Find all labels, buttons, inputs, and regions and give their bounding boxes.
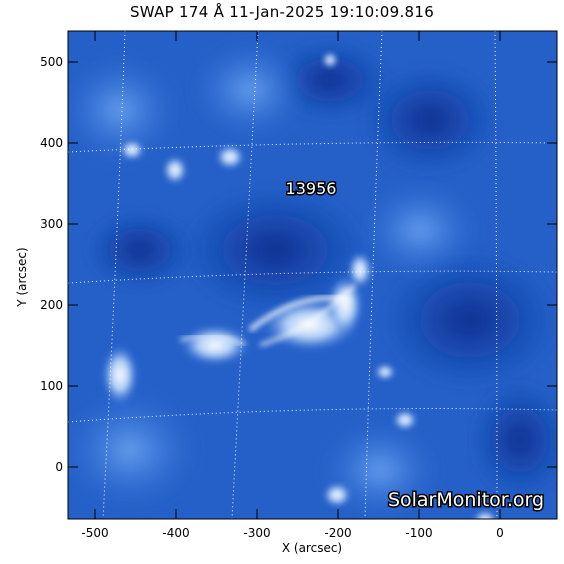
y-axis-label: Y (arcsec) [15,247,29,307]
x-axis-label: X (arcsec) [281,541,343,555]
solar-image [68,31,557,519]
x-tick-label: -500 [81,526,108,540]
figure-title: SWAP 174 Å 11-Jan-2025 19:10:09.816 [129,3,435,21]
x-tick-label: -400 [162,526,189,540]
active-region-label: 13956 [286,179,337,198]
y-tick-label: 500 [40,55,63,69]
y-tick-label: 0 [55,460,63,474]
x-tick-label: -300 [243,526,270,540]
plot-frame [67,30,558,520]
x-tick-label: 0 [496,526,504,540]
y-tick-label: 300 [40,217,63,231]
y-tick-label: 100 [40,379,63,393]
coordinate-grid [68,31,557,519]
axis-ticks [68,31,557,519]
x-tick-label: -200 [324,526,351,540]
y-tick-label: 200 [40,298,63,312]
watermark: SolarMonitor.org [388,489,544,511]
y-tick-label: 400 [40,136,63,150]
x-tick-label: -100 [405,526,432,540]
